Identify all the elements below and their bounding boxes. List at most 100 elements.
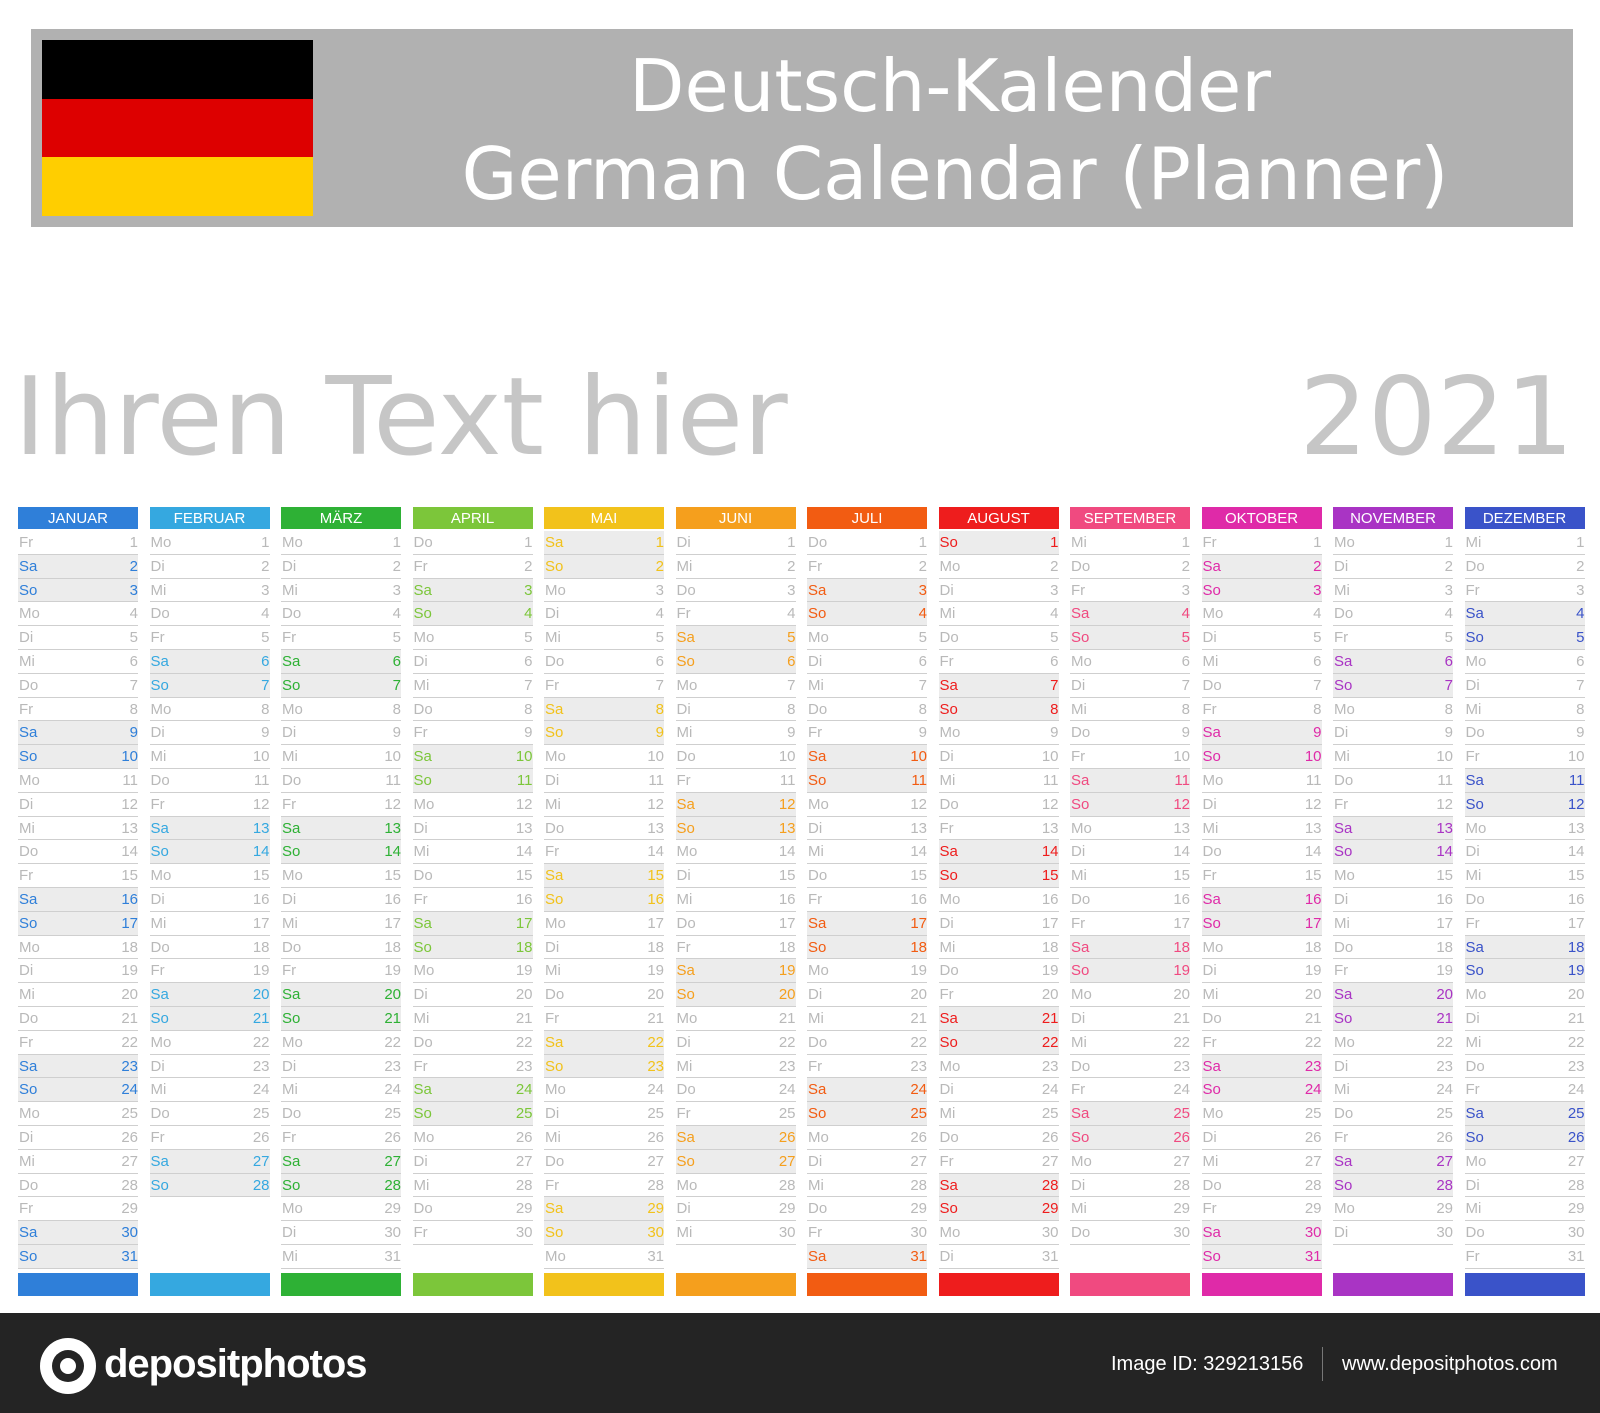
day-number: 20: [121, 986, 138, 1004]
weekday-label: Sa: [1202, 557, 1221, 575]
weekday-label: Di: [808, 652, 823, 670]
weekday-label: Mo: [413, 962, 435, 980]
day-number: 7: [1181, 676, 1190, 694]
day-row: Do 15: [412, 864, 533, 888]
day-row: Do 16: [1464, 888, 1585, 912]
weekday-label: So: [150, 843, 169, 861]
day-row: Do 4: [281, 602, 401, 627]
day-row: Mi 8: [1464, 698, 1585, 722]
weekday-label: Di: [545, 938, 560, 956]
day-number: 27: [1304, 1152, 1322, 1170]
day-number: 28: [121, 1176, 138, 1194]
day-row: Do 5: [938, 626, 1059, 650]
day-number: 19: [121, 962, 138, 980]
day-row: So 19: [1464, 959, 1585, 984]
day-row: Di 7: [1464, 674, 1585, 698]
weekday-label: Mo: [545, 748, 566, 766]
weekday-label: Mi: [939, 938, 956, 956]
weekday-label: So: [1202, 581, 1221, 599]
day-row: Do 12: [938, 793, 1059, 817]
day-number: 26: [1173, 1128, 1190, 1146]
day-row: Sa 31: [807, 1244, 927, 1269]
day-row: Mo 7: [675, 674, 796, 698]
day-row: Fr 24: [1464, 1078, 1585, 1103]
day-row: Di 5: [1201, 626, 1322, 650]
weekday-label: So: [808, 605, 827, 623]
day-number: 21: [778, 1009, 796, 1027]
day-row: Mo 20: [1070, 983, 1190, 1007]
weekday-label: Do: [282, 605, 302, 623]
day-row: Mi 13: [18, 817, 138, 841]
day-row: Mo 25: [18, 1102, 138, 1126]
day-row: Fr 22: [1201, 1031, 1322, 1055]
weekday-label: So: [150, 1009, 169, 1027]
month-column-mai: MAI Sa 1 So 2 Mo 3 Di 4 Mi 5 Do 6 Fr 7 Sa 8 So 9 Mo 10 Di 11 Mi…: [544, 507, 664, 1296]
day-row: Sa 18: [1070, 935, 1190, 960]
day-number: 20: [1041, 986, 1059, 1004]
weekday-label: Mo: [282, 534, 303, 551]
weekday-label: Sa: [150, 986, 169, 1004]
day-row: So 11: [807, 768, 927, 793]
weekday-label: Fr: [1202, 700, 1217, 718]
month-footer-bar: [938, 1273, 1059, 1296]
day-number: 8: [918, 700, 927, 718]
day-number: 8: [261, 700, 270, 718]
day-number: 10: [1041, 748, 1059, 766]
day-number: 6: [524, 652, 533, 670]
day-row: Mo 15: [149, 864, 270, 888]
day-number: 6: [918, 652, 927, 670]
weekday-label: So: [1465, 795, 1484, 813]
weekday-label: Fr: [413, 1057, 428, 1075]
weekday-label: Do: [1202, 843, 1222, 861]
month-column-märz: MÄRZ Mo 1 Di 2 Mi 3 Do 4 Fr 5 Sa 6 So 7 Mo 8 Di 9 Mi 10 Do 11 F…: [281, 507, 401, 1296]
day-number: 22: [778, 1033, 796, 1051]
day-row: Mo 13: [1464, 817, 1585, 841]
weekday-label: Mi: [413, 1176, 430, 1194]
camera-logo-icon: [40, 1338, 96, 1394]
day-number: 2: [1050, 557, 1059, 575]
day-row: Mi 20: [18, 983, 138, 1007]
day-row: Do 8: [807, 698, 927, 722]
weekday-label: So: [676, 986, 695, 1004]
day-number: 12: [1041, 795, 1059, 813]
day-number: 4: [1444, 605, 1453, 623]
day-row: So 10: [18, 745, 138, 769]
day-row: Mo 29: [281, 1197, 401, 1222]
weekday-label: Fr: [1071, 914, 1086, 932]
weekday-label: Do: [939, 1128, 959, 1146]
day-row: Mo 23: [938, 1055, 1059, 1079]
weekday-label: Mi: [19, 819, 35, 837]
day-number: 2: [655, 557, 664, 575]
day-number: 18: [1173, 938, 1190, 956]
weekday-label: Mi: [1465, 1200, 1482, 1218]
day-row: So 29: [938, 1197, 1059, 1222]
day-row: Sa 11: [1070, 768, 1190, 793]
weekday-label: Fr: [282, 795, 297, 813]
flag-stripe-gold: [42, 157, 313, 217]
day-number: 20: [252, 986, 270, 1004]
weekday-label: Di: [545, 1105, 560, 1123]
day-row: Di 30: [1333, 1221, 1453, 1245]
day-number: 12: [252, 795, 270, 813]
day-number: 27: [778, 1152, 796, 1170]
day-row: Di 20: [412, 983, 533, 1007]
day-row: Sa 24: [412, 1078, 533, 1103]
weekday-label: Mo: [413, 629, 435, 647]
weekday-label: So: [150, 1176, 169, 1194]
day-number: 2: [1444, 557, 1453, 575]
day-number: 9: [1313, 724, 1322, 742]
day-row: Di 21: [1464, 1007, 1585, 1031]
day-row: Fr 14: [544, 840, 664, 865]
day-row: Fr 8: [18, 698, 138, 722]
weekday-label: Di: [808, 1152, 823, 1170]
day-number: 19: [1173, 962, 1190, 980]
day-number: 21: [1041, 1009, 1059, 1027]
day-number: 3: [787, 581, 796, 599]
weekday-label: Di: [939, 1247, 954, 1265]
day-row: Di 16: [281, 888, 401, 912]
day-number: 16: [778, 890, 796, 908]
weekday-label: Mo: [808, 795, 829, 813]
weekday-label: Di: [545, 605, 560, 623]
day-row: So 15: [938, 864, 1059, 888]
day-number: 28: [1041, 1176, 1059, 1194]
